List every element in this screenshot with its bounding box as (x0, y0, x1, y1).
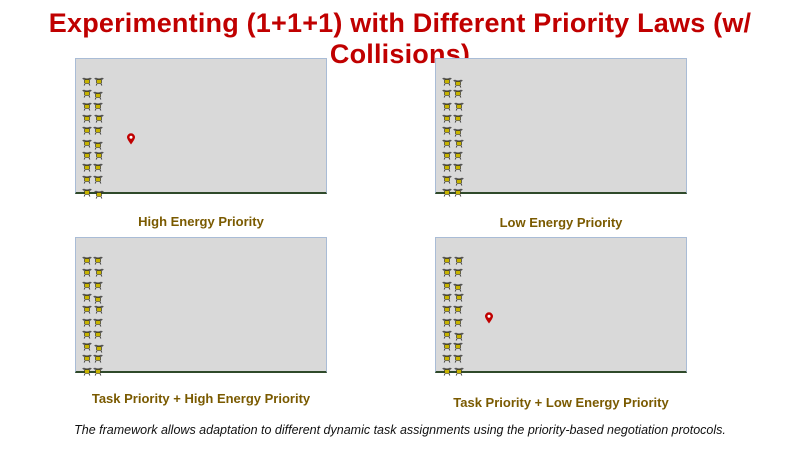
robot-drone-icon (82, 289, 92, 302)
robot-drone-icon (453, 264, 463, 277)
simulation-panel-high-energy (75, 58, 327, 199)
robot-drone-icon (82, 85, 92, 98)
panel-caption-task-low-energy: Task Priority + Low Energy Priority (453, 395, 669, 410)
simulation-panel-low-energy (435, 58, 687, 197)
robot-drone-icon (453, 279, 463, 292)
robot-drone-icon (94, 340, 104, 353)
simulation-panel-task-high-energy (75, 237, 327, 376)
robot-drone-icon (453, 110, 463, 123)
target-location-pin-icon (126, 132, 136, 145)
target-location-pin-icon (484, 311, 494, 324)
robot-drone-icon (442, 73, 452, 86)
robot-drone-icon (82, 184, 92, 197)
robot-drone-icon (453, 338, 463, 351)
robot-drone-icon (82, 326, 92, 339)
robot-drone-icon (453, 350, 463, 364)
robot-drone-icon (442, 135, 452, 148)
robot-drone-icon (93, 363, 103, 376)
robot-drone-icon (454, 252, 464, 265)
robot-drone-icon (442, 314, 452, 327)
robot-drone-icon (93, 159, 103, 172)
robot-drone-icon (454, 135, 464, 148)
robot-drone-icon (82, 363, 92, 376)
robot-drone-icon (454, 363, 464, 376)
robot-drone-icon (454, 98, 464, 111)
robot-drone-icon (94, 186, 104, 199)
slide-footer-note: The framework allows adaptation to diffe… (74, 423, 726, 437)
robot-drone-icon (93, 122, 103, 135)
robot-drone-icon (442, 350, 452, 364)
slide-title: Experimenting (1+1+1) with Different Pri… (48, 8, 752, 69)
robot-drone-icon (442, 326, 452, 339)
robot-drone-icon (94, 147, 104, 160)
robot-drone-icon (442, 98, 452, 111)
robot-drone-icon (82, 264, 92, 277)
robot-drone-icon (454, 328, 464, 341)
robot-drone-icon (442, 184, 452, 197)
robot-drone-icon (82, 122, 92, 135)
panel-caption-high-energy: High Energy Priority (138, 214, 264, 229)
robot-drone-icon (94, 73, 104, 86)
robot-drone-icon (82, 135, 92, 148)
robot-drone-icon (82, 277, 92, 290)
robot-drone-icon (442, 159, 452, 172)
robot-drone-icon (93, 326, 103, 339)
robot-drone-icon (82, 147, 92, 160)
robot-drone-icon (93, 314, 103, 327)
robot-drone-icon (93, 87, 103, 100)
robot-drone-icon (442, 277, 452, 290)
robot-drone-icon (442, 110, 452, 123)
robot-drone-icon (82, 159, 92, 172)
robot-drone-icon (453, 184, 463, 197)
panel-caption-low-energy: Low Energy Priority (499, 215, 623, 230)
robot-drone-icon (442, 363, 452, 376)
robot-drone-icon (94, 264, 104, 277)
robot-drone-icon (93, 252, 103, 265)
robot-drone-icon (442, 147, 452, 160)
robot-drone-icon (93, 350, 103, 364)
robot-drone-icon (82, 171, 92, 185)
robot-drone-icon (93, 137, 103, 150)
robot-drone-icon (442, 264, 452, 277)
robot-drone-icon (453, 159, 463, 172)
robot-drone-icon (453, 301, 463, 314)
robot-drone-icon (93, 291, 103, 304)
panel-caption-task-high-energy: Task Priority + High Energy Priority (91, 391, 311, 406)
robot-drone-icon (442, 171, 452, 185)
robot-drone-icon (442, 301, 452, 314)
robot-drone-icon (82, 110, 92, 123)
robot-drone-icon (442, 252, 452, 265)
robot-drone-icon (442, 289, 452, 302)
robot-drone-icon (94, 301, 104, 314)
robot-drone-icon (82, 73, 92, 86)
robot-drone-icon (94, 110, 104, 123)
robot-drone-icon (453, 124, 463, 137)
robot-drone-icon (453, 75, 463, 88)
robot-drone-icon (453, 85, 463, 98)
robot-drone-icon (82, 350, 92, 364)
robot-drone-icon (93, 277, 103, 290)
robot-drone-icon (93, 171, 103, 185)
robot-drone-icon (82, 301, 92, 314)
robot-drone-icon (82, 314, 92, 327)
robot-drone-icon (454, 173, 464, 187)
robot-drone-icon (442, 85, 452, 98)
simulation-panel-task-low-energy (435, 237, 687, 376)
robot-drone-icon (82, 338, 92, 351)
robot-drone-icon (453, 147, 463, 160)
robot-drone-icon (442, 338, 452, 351)
robot-drone-icon (454, 289, 464, 302)
robot-drone-icon (453, 314, 463, 327)
robot-drone-icon (93, 98, 103, 111)
robot-drone-icon (442, 122, 452, 135)
robot-drone-icon (82, 98, 92, 111)
robot-drone-icon (82, 252, 92, 265)
